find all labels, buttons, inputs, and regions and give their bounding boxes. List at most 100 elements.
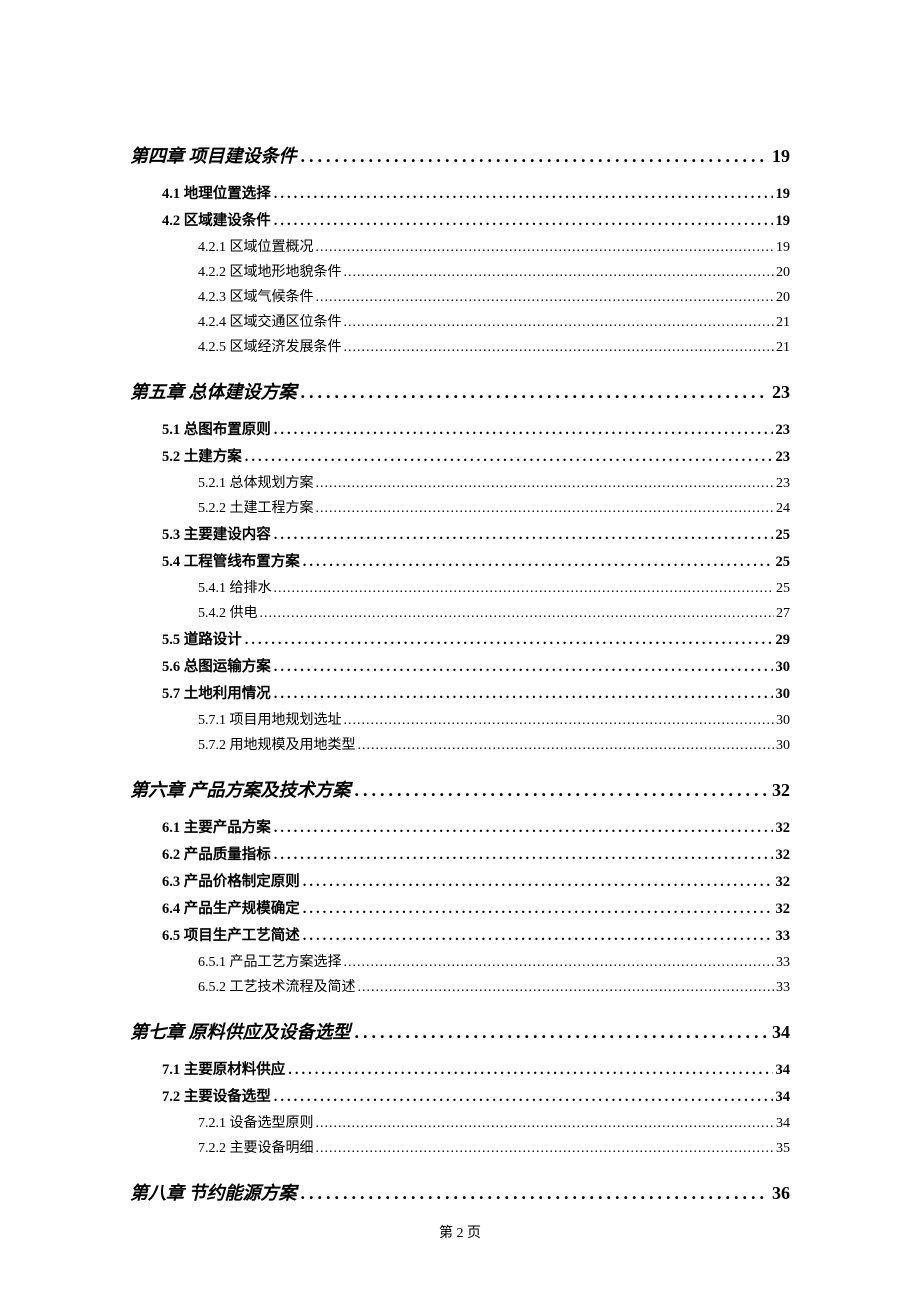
chapter-page: 23 <box>772 382 790 403</box>
page-footer: 第 2 页 <box>0 1222 920 1242</box>
leader-dots <box>303 901 773 918</box>
chapter-page: 34 <box>772 1022 790 1043</box>
toc-subsection: 4.2.5 区域经济发展条件21 <box>198 336 790 356</box>
section-page: 23 <box>776 422 791 439</box>
subsection-title: 4.2.3 区域气候条件 <box>198 286 314 306</box>
toc-section: 6.3 产品价格制定原则32 <box>162 870 790 891</box>
toc-chapter: 第六章 产品方案及技术方案32 <box>130 776 790 802</box>
toc-subsection: 4.2.3 区域气候条件20 <box>198 286 790 306</box>
toc-section: 5.1 总图布置原则23 <box>162 418 790 439</box>
toc-subsection: 5.4.2 供电 27 <box>198 602 790 622</box>
toc-chapter: 第八章 节约能源方案36 <box>130 1179 790 1205</box>
leader-dots <box>303 554 773 571</box>
toc-chapter: 第五章 总体建设方案 23 <box>130 378 790 404</box>
toc-section: 6.4 产品生产规模确定32 <box>162 897 790 918</box>
toc-section: 5.5 道路设计 29 <box>162 628 790 649</box>
leader-dots <box>288 1062 772 1079</box>
toc-section: 7.2 主要设备选型34 <box>162 1085 790 1106</box>
leader-dots <box>358 980 775 996</box>
subsection-title: 7.2.1 设备选型原则 <box>198 1112 314 1132</box>
leader-dots <box>303 874 773 891</box>
toc-section: 4.1 地理位置选择19 <box>162 182 790 203</box>
section-title: 6.2 产品质量指标 <box>162 843 271 864</box>
toc-subsection: 5.7.2 用地规模及用地类型 30 <box>198 734 790 754</box>
subsection-page: 33 <box>776 955 790 971</box>
toc-section: 6.2 产品质量指标 32 <box>162 843 790 864</box>
section-page: 19 <box>776 213 791 230</box>
toc-chapter: 第七章 原料供应及设备选型 34 <box>130 1018 790 1044</box>
leader-dots <box>301 382 769 403</box>
subsection-title: 5.4.2 供电 <box>198 602 258 622</box>
toc-subsection: 7.2.2 主要设备明细35 <box>198 1137 790 1157</box>
toc-subsection: 6.5.1 产品工艺方案选择 33 <box>198 951 790 971</box>
subsection-title: 5.7.2 用地规模及用地类型 <box>198 734 356 754</box>
subsection-page: 19 <box>776 240 790 256</box>
leader-dots <box>274 213 773 230</box>
section-title: 6.1 主要产品方案 <box>162 816 271 837</box>
subsection-page: 21 <box>776 315 790 331</box>
chapter-page: 32 <box>772 780 790 801</box>
leader-dots <box>344 340 775 356</box>
toc-chapter: 第四章 项目建设条件19 <box>130 142 790 168</box>
leader-dots <box>316 476 775 492</box>
leader-dots <box>301 1183 769 1204</box>
leader-dots <box>260 606 775 622</box>
subsection-title: 6.5.1 产品工艺方案选择 <box>198 951 342 971</box>
leader-dots <box>274 581 775 597</box>
leader-dots <box>316 290 775 306</box>
subsection-title: 5.2.2 土建工程方案 <box>198 497 314 517</box>
toc-subsection: 6.5.2 工艺技术流程及简述33 <box>198 976 790 996</box>
leader-dots <box>303 928 773 945</box>
leader-dots <box>274 186 773 203</box>
toc-page: 第四章 项目建设条件19 4.1 地理位置选择19 4.2 区域建设条件19 4.2.… <box>0 0 920 1279</box>
chapter-title: 第五章 总体建设方案 <box>130 378 297 404</box>
section-title: 6.5 项目生产工艺简述 <box>162 924 300 945</box>
subsection-title: 5.7.1 项目用地规划选址 <box>198 709 342 729</box>
leader-dots <box>245 632 773 649</box>
subsection-page: 25 <box>776 581 790 597</box>
leader-dots <box>274 686 773 703</box>
leader-dots <box>274 847 773 864</box>
subsection-page: 30 <box>776 738 790 754</box>
leader-dots <box>344 713 775 729</box>
subsection-page: 33 <box>776 980 790 996</box>
chapter-page: 19 <box>772 146 790 167</box>
subsection-page: 34 <box>776 1116 790 1132</box>
toc-section: 4.2 区域建设条件19 <box>162 209 790 230</box>
section-page: 25 <box>776 527 791 544</box>
toc-section: 5.3 主要建设内容25 <box>162 523 790 544</box>
section-page: 25 <box>776 554 791 571</box>
section-page: 23 <box>776 449 791 466</box>
subsection-page: 30 <box>776 713 790 729</box>
toc-subsection: 4.2.4 区域交通区位条件21 <box>198 311 790 331</box>
section-page: 32 <box>776 847 791 864</box>
toc-subsection: 5.2.2 土建工程方案 24 <box>198 497 790 517</box>
section-page: 32 <box>776 820 791 837</box>
leader-dots <box>344 955 775 971</box>
leader-dots <box>358 738 775 754</box>
section-title: 5.4 工程管线布置方案 <box>162 550 300 571</box>
section-title: 6.3 产品价格制定原则 <box>162 870 300 891</box>
leader-dots <box>274 527 773 544</box>
chapter-title: 第七章 原料供应及设备选型 <box>130 1018 351 1044</box>
subsection-title: 4.2.2 区域地形地貌条件 <box>198 261 342 281</box>
toc-subsection: 5.4.1 给排水25 <box>198 577 790 597</box>
toc-subsection: 4.2.1 区域位置概况 19 <box>198 236 790 256</box>
chapter-title: 第八章 节约能源方案 <box>130 1179 297 1205</box>
toc-section: 5.7 土地利用情况30 <box>162 682 790 703</box>
leader-dots <box>274 820 773 837</box>
section-title: 7.1 主要原材料供应 <box>162 1058 285 1079</box>
subsection-title: 7.2.2 主要设备明细 <box>198 1137 314 1157</box>
toc-section: 6.1 主要产品方案 32 <box>162 816 790 837</box>
leader-dots <box>316 501 775 517</box>
section-title: 5.5 道路设计 <box>162 628 242 649</box>
subsection-page: 24 <box>776 501 790 517</box>
subsection-page: 27 <box>776 606 790 622</box>
section-page: 34 <box>776 1062 791 1079</box>
leader-dots <box>316 1141 775 1157</box>
section-page: 30 <box>776 659 791 676</box>
toc-section: 6.5 项目生产工艺简述33 <box>162 924 790 945</box>
subsection-title: 4.2.1 区域位置概况 <box>198 236 314 256</box>
section-page: 29 <box>776 632 791 649</box>
toc-section: 5.2 土建方案23 <box>162 445 790 466</box>
